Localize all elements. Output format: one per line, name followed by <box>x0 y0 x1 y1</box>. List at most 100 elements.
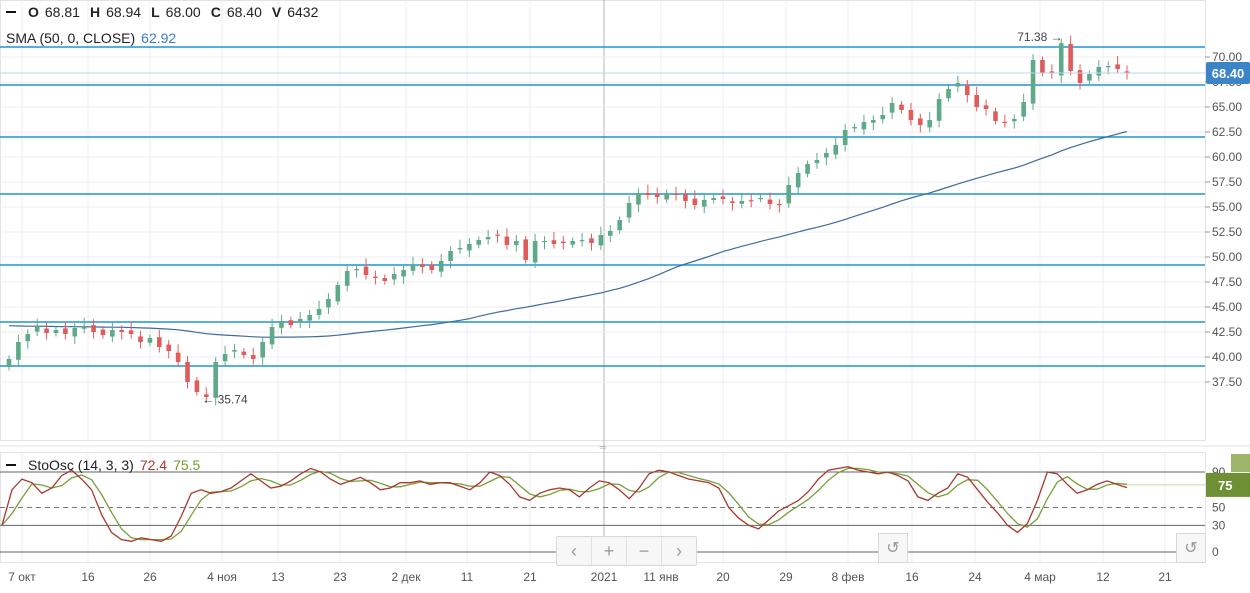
candle-body <box>128 330 134 334</box>
candle-body <box>119 330 125 332</box>
candle-body <box>842 130 848 145</box>
candle-body <box>1096 67 1102 76</box>
y-tick-label: 52.50 <box>1212 225 1242 239</box>
y-tick-label: 57.50 <box>1212 175 1242 189</box>
candle-body <box>964 84 970 95</box>
scroll-right-button[interactable]: › <box>676 540 682 561</box>
stochastic-label: StoOsc (14, 3, 3) <box>28 457 134 473</box>
candle-body <box>1124 71 1130 73</box>
x-tick-label: 13 <box>271 570 285 584</box>
x-tick-label: 26 <box>143 570 157 584</box>
candle-body <box>974 95 979 107</box>
candle-body <box>391 274 397 280</box>
volume-value: 6432 <box>287 4 319 20</box>
reset-zoom-button[interactable]: ↺ <box>878 533 908 563</box>
x-tick-label: 20 <box>716 570 730 584</box>
candle-body <box>1087 74 1092 81</box>
candle-body <box>861 122 867 130</box>
candle-body <box>6 359 12 367</box>
zoom-out-button[interactable]: − <box>627 537 662 565</box>
x-tick-label: 4 ноя <box>207 570 237 584</box>
navigation-controls: ‹ + − › <box>556 536 697 566</box>
candle-body <box>664 193 669 200</box>
candle-body <box>880 115 886 120</box>
candle-body <box>72 328 78 337</box>
candle-body <box>711 198 716 200</box>
candle-body <box>570 241 575 245</box>
max-price-annotation: 71.38 → <box>1017 30 1062 44</box>
y-tick-label: 47.50 <box>1212 275 1242 289</box>
candle-body <box>1021 102 1026 117</box>
candle-body <box>232 350 237 352</box>
pane-resize-handle: ═ <box>599 442 607 452</box>
osc-y-tick-label: 0 <box>1212 545 1219 559</box>
candle-body <box>250 355 256 359</box>
candle-body <box>523 239 529 260</box>
candle-body <box>1115 64 1120 69</box>
candle-body <box>1040 60 1045 73</box>
candle-body <box>636 193 641 205</box>
x-tick-label: 2021 <box>591 570 618 584</box>
y-tick-label: 65.00 <box>1212 100 1242 114</box>
candle-body <box>1058 43 1064 76</box>
candle-body <box>758 198 763 200</box>
candle-body <box>899 104 904 110</box>
candle-body <box>692 198 698 205</box>
x-tick-label: 2 дек <box>392 570 422 584</box>
scroll-left-button[interactable]: ‹ <box>557 537 592 565</box>
candle-body <box>326 299 331 308</box>
candle-body <box>927 120 933 128</box>
stoch-d-line <box>1 467 1128 541</box>
candle-body <box>645 193 651 195</box>
candle-body <box>457 248 463 250</box>
stochastic-legend[interactable]: StoOsc (14, 3, 3) 72.4 75.5 <box>6 457 200 473</box>
candle-body <box>344 271 350 286</box>
candle-body <box>175 352 181 362</box>
candle-body <box>1068 44 1073 71</box>
x-tick-label: 21 <box>523 570 537 584</box>
y-tick-label: 50.00 <box>1212 250 1242 264</box>
candle-body <box>288 320 294 325</box>
zoom-in-button[interactable]: + <box>592 537 627 565</box>
x-tick-label: 12 <box>1096 570 1110 584</box>
candle-body <box>307 315 312 321</box>
candle-body <box>607 231 613 236</box>
stoch-k-line <box>1 466 1128 542</box>
candle-body <box>110 330 115 337</box>
sma-legend[interactable]: SMA (50, 0, CLOSE) 62.92 <box>6 30 176 46</box>
reset-scale-button[interactable]: ↺ <box>1176 533 1206 563</box>
collapse-indicator-icon[interactable] <box>6 464 16 466</box>
candle-body <box>918 118 923 125</box>
y-tick-label: 70.00 <box>1212 50 1242 64</box>
high-value: 68.94 <box>106 4 142 20</box>
candle-body <box>504 236 510 245</box>
stoch-value-label: 75 <box>1218 478 1232 493</box>
collapse-icon[interactable] <box>6 11 16 13</box>
open-label: O <box>28 4 39 20</box>
candle-body <box>542 241 547 243</box>
candle-body <box>824 153 829 158</box>
candle-body <box>495 234 500 236</box>
candle-body <box>420 264 425 267</box>
candle-body <box>81 326 87 329</box>
price-pane-frame <box>0 0 1206 441</box>
candle-body <box>485 237 491 240</box>
candle-body <box>382 278 388 281</box>
candle-body <box>16 342 21 360</box>
candle-body <box>438 261 444 272</box>
candle-body <box>363 266 369 275</box>
candle-body <box>720 196 726 199</box>
stoch-value-badge <box>1206 472 1250 497</box>
candle-body <box>194 380 200 392</box>
x-tick-label: 8 фев <box>832 570 865 584</box>
volume-label: V <box>271 4 282 20</box>
candle-body <box>100 329 106 335</box>
candle-body <box>1105 66 1111 68</box>
candle-body <box>185 362 190 382</box>
candle-body <box>777 204 782 206</box>
x-tick-label: 7 окт <box>8 570 36 584</box>
y-tick-label: 40.00 <box>1212 350 1242 364</box>
candle-body <box>946 89 951 99</box>
